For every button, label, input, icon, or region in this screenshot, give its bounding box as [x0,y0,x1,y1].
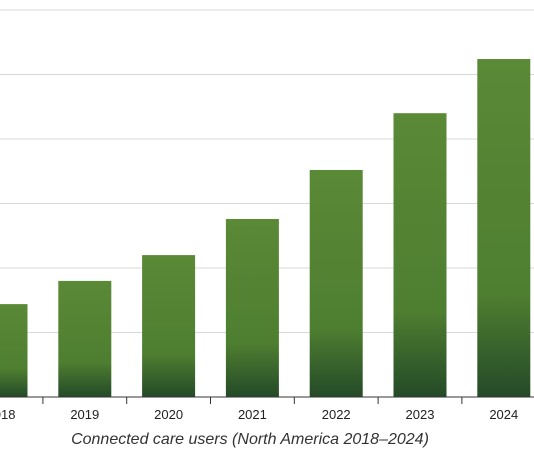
x-tick-label-2024: 2024 [489,407,518,422]
bar-2020 [142,255,196,397]
x-axis-tick-labels: 2018 2019 2020 2021 2022 2023 2024 [0,407,518,422]
bar-2019 [58,280,112,397]
x-tick-label-2019: 2019 [70,407,99,422]
bar-2018 [0,304,28,397]
bar-2023 [393,113,447,397]
x-tick-label-2021: 2021 [238,407,267,422]
bar-2024 [477,59,531,398]
x-tick-label-2023: 2023 [406,407,435,422]
bar-2022 [309,169,363,397]
x-axis-title: Connected care users (North America 2018… [71,431,429,448]
x-tick-label-2018: 2018 [0,407,15,422]
x-tick-label-2020: 2020 [154,407,183,422]
bars [0,59,531,398]
bar-2021 [225,218,279,397]
x-tick-label-2022: 2022 [322,407,351,422]
x-axis-ticks [42,397,463,404]
